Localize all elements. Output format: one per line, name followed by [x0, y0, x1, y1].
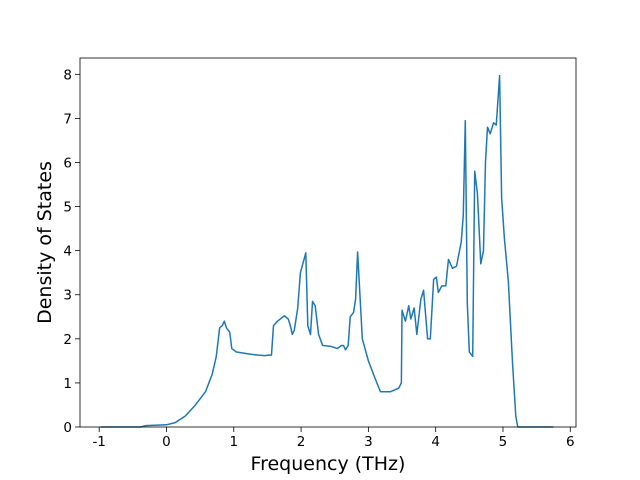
x-tick-label: 5	[499, 434, 508, 450]
y-axis-label: Density of States	[34, 161, 56, 324]
y-tick-label: 1	[63, 376, 72, 392]
ticks: -1 0 1 2 3 4 5 6 0 1 2 3 4 5 6 7 8	[63, 67, 574, 450]
x-tick-label: 4	[431, 434, 440, 450]
x-tick-label: 3	[364, 434, 373, 450]
dos-line	[100, 74, 554, 428]
y-tick-label: 4	[63, 244, 72, 260]
y-tick-label: 2	[63, 332, 72, 348]
y-tick-label: 5	[63, 200, 72, 216]
x-tick-label: 6	[566, 434, 575, 450]
x-tick-label: -1	[92, 434, 105, 450]
x-tick-label: 2	[297, 434, 306, 450]
y-tick-label: 7	[63, 111, 72, 127]
y-tick-label: 3	[63, 288, 72, 304]
y-tick-label: 6	[63, 155, 72, 171]
y-tick-label: 0	[63, 420, 72, 436]
y-tick-label: 8	[63, 67, 72, 83]
x-tick-label: 1	[229, 434, 238, 450]
x-tick-label: 0	[162, 434, 171, 450]
x-axis-label: Frequency (THz)	[251, 453, 406, 475]
axes-frame	[79, 57, 577, 428]
